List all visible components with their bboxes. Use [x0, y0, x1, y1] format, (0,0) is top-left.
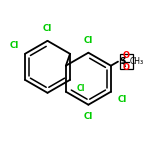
Text: Cl: Cl [43, 24, 52, 33]
Text: O: O [123, 63, 130, 72]
Text: O: O [123, 51, 130, 60]
Text: CH₃: CH₃ [130, 57, 144, 66]
Text: S: S [119, 57, 126, 66]
Text: Cl: Cl [84, 112, 93, 121]
Text: Cl: Cl [84, 36, 93, 45]
Text: Cl: Cl [76, 84, 85, 93]
Text: Cl: Cl [117, 95, 127, 104]
Bar [120, 54, 133, 69]
Text: Cl: Cl [9, 41, 19, 50]
